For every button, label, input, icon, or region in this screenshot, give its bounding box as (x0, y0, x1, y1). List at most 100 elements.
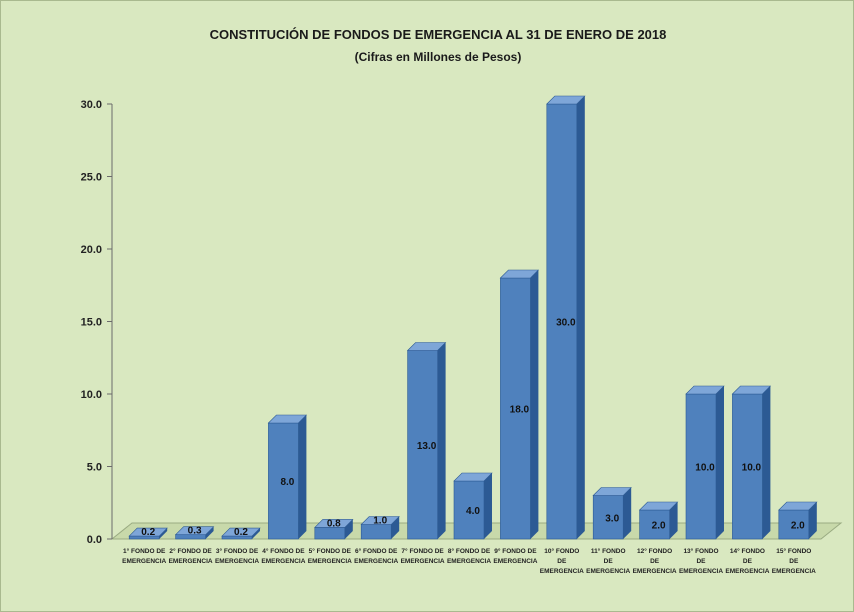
x-tick-label: 3° FONDO DE (216, 547, 259, 555)
x-tick-label: 14° FONDO (730, 547, 765, 555)
x-tick-label: 9° FONDO DE (494, 547, 537, 555)
bar-front (778, 509, 810, 540)
x-tick-label: EMERGENCIA (586, 568, 630, 575)
x-tick-label: EMERGENCIA (447, 558, 491, 565)
bars: 0.2 0.3 0.2 8.0 0.8 1.0 13.0 4.0 18.0 30.0 3.0 2.0 1… (128, 95, 818, 540)
data-label: 2.0 (652, 521, 666, 532)
y-tick-label: 15.0 (81, 317, 102, 329)
bar-side (716, 386, 724, 539)
y-tick-label: 20.0 (81, 244, 102, 256)
bar: 0.8 (314, 518, 354, 540)
bar-top (546, 95, 586, 105)
bar-front (407, 350, 438, 540)
data-label: 0.8 (327, 518, 341, 529)
bar-side (762, 386, 771, 539)
x-tick-label: 11° FONDO (591, 547, 626, 555)
data-label: 2.0 (791, 521, 805, 532)
bar: 0.2 (221, 527, 261, 540)
data-label: 18.0 (510, 405, 530, 416)
bar-side (484, 473, 492, 539)
bar-top (314, 519, 354, 528)
y-tick-label: 0.0 (87, 534, 102, 546)
x-tick-label: EMERGENCIA (401, 558, 445, 565)
bar-front (453, 480, 485, 540)
bar: 30.0 (546, 95, 586, 540)
bar-side (623, 487, 632, 539)
bar-top (731, 385, 772, 395)
data-label: 0.2 (234, 527, 248, 538)
bar-side (808, 502, 817, 539)
x-tick-label: 5° FONDO DE (309, 547, 352, 555)
data-label: 0.3 (188, 526, 202, 537)
data-label: 10.0 (742, 463, 762, 474)
data-label: 1.0 (373, 516, 387, 527)
x-tick-label: 8° FONDO DE (448, 547, 491, 555)
x-tick-label: 7° FONDO DE (401, 547, 444, 555)
x-tick-label: EMERGENCIA (308, 558, 352, 565)
data-label: 4.0 (466, 506, 480, 517)
x-tick-label: EMERGENCIA (725, 568, 769, 575)
bar-front (592, 495, 624, 540)
bar-top (592, 487, 632, 496)
bar-side (159, 528, 168, 539)
x-tick-label: DE (604, 558, 614, 565)
bar-front (685, 393, 717, 540)
bar-top (499, 269, 540, 279)
bar-top (267, 414, 308, 424)
bar: 3.0 (592, 487, 632, 540)
x-tick-label: 10° FONDO (544, 547, 579, 555)
y-axis: 0.0 5.0 10.0 15.0 20.0 25.0 30.0 (81, 99, 113, 546)
bar-side (344, 519, 353, 539)
x-tick-label: EMERGENCIA (679, 568, 723, 575)
x-tick-label: 4° FONDO DE (262, 547, 305, 555)
bar-side (530, 270, 539, 539)
x-tick-label: DE (557, 558, 567, 565)
data-label: 30.0 (556, 318, 576, 329)
x-tick-label: EMERGENCIA (215, 558, 259, 565)
x-tick-label: EMERGENCIA (169, 558, 213, 565)
x-tick-label: EMERGENCIA (122, 558, 166, 565)
bar-top (778, 501, 818, 511)
bar: 1.0 (360, 516, 400, 540)
y-tick-label: 25.0 (81, 172, 102, 184)
data-label: 13.0 (417, 441, 437, 452)
bar: 10.0 (685, 385, 725, 540)
x-tick-label: 6° FONDO DE (355, 547, 398, 555)
bar-side (576, 96, 585, 539)
x-tick-label: EMERGENCIA (540, 568, 584, 575)
x-tick-label: EMERGENCIA (633, 568, 677, 575)
x-tick-label: EMERGENCIA (354, 558, 398, 565)
bar-front (732, 393, 763, 540)
chart-title: CONSTITUCIÓN DE FONDOS DE EMERGENCIA AL … (210, 27, 667, 42)
bar-side (669, 502, 678, 539)
bar-front (268, 422, 299, 540)
data-label: 8.0 (280, 477, 294, 488)
bar: 10.0 (731, 385, 772, 540)
x-tick-label: EMERGENCIA (261, 558, 305, 565)
bar-front (500, 277, 531, 540)
bar-side (437, 342, 446, 539)
bar: 4.0 (453, 472, 493, 540)
data-label: 10.0 (695, 463, 715, 474)
bar-top (685, 385, 725, 395)
x-tick-label: DE (789, 558, 799, 565)
bar: 18.0 (499, 269, 540, 540)
x-tick-label: 13° FONDO (683, 547, 718, 555)
bar-top (360, 516, 400, 525)
x-tick-label: 12° FONDO (637, 547, 672, 555)
y-tick-label: 30.0 (81, 99, 102, 111)
bar-side (298, 415, 307, 539)
y-tick-label: 5.0 (87, 462, 102, 474)
bar-top (406, 342, 447, 351)
bar: 0.3 (174, 526, 215, 540)
x-tick-label: 15° FONDO (776, 547, 811, 555)
bar-top (128, 527, 168, 537)
data-label: 3.0 (605, 513, 619, 524)
x-tick-label: DE (696, 558, 706, 565)
bar-top (174, 526, 215, 535)
bar-top (453, 472, 493, 482)
bar-front (360, 524, 392, 540)
